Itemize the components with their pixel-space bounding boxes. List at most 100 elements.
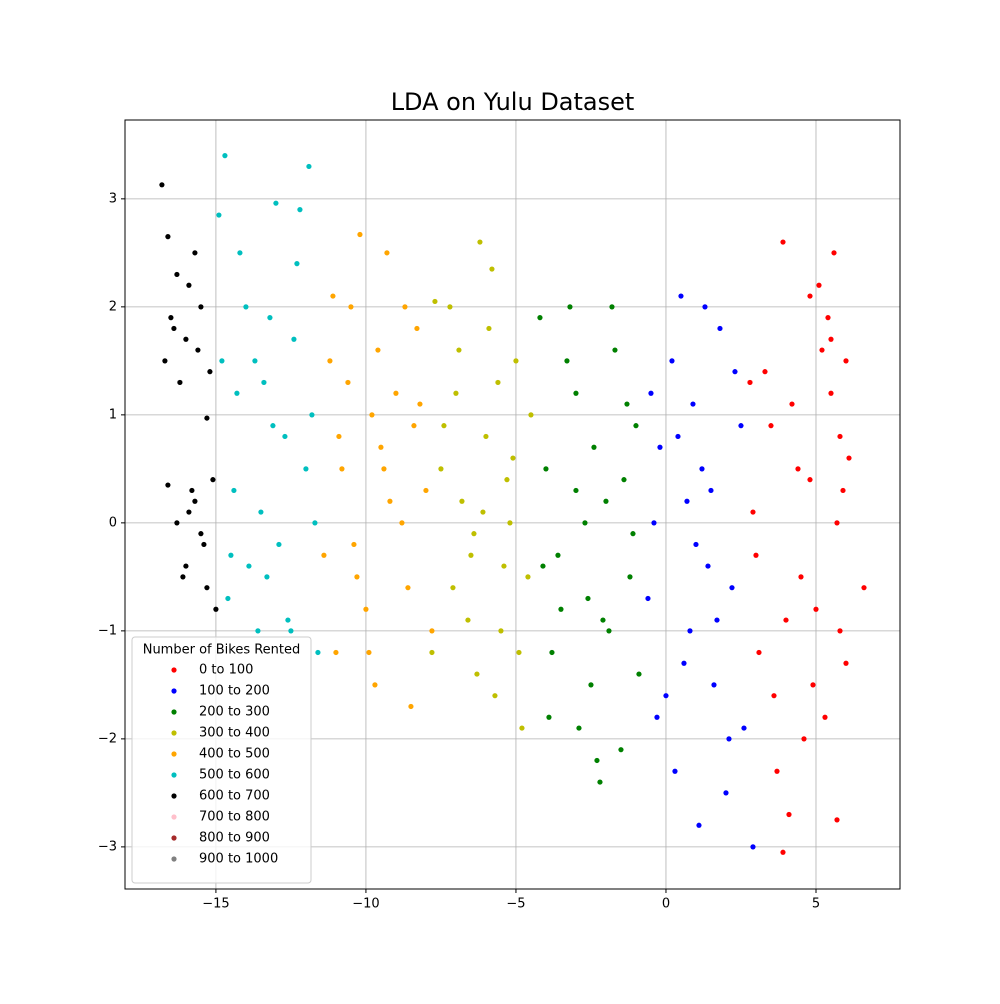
y-tick-label: −3 <box>98 839 117 854</box>
point <box>675 433 681 440</box>
point <box>417 401 423 407</box>
point <box>549 649 555 656</box>
point <box>195 347 201 353</box>
point <box>177 379 183 386</box>
point <box>282 433 288 440</box>
point <box>657 444 663 450</box>
point <box>726 736 732 742</box>
x-tick-label: 5 <box>812 897 820 912</box>
point <box>783 617 789 623</box>
point <box>330 293 336 299</box>
point <box>732 369 738 375</box>
legend-box <box>131 636 312 884</box>
point <box>303 466 309 472</box>
point <box>837 628 843 634</box>
point <box>216 212 222 218</box>
point <box>843 660 849 666</box>
point <box>159 182 165 188</box>
point <box>486 325 492 332</box>
point <box>387 498 393 504</box>
point <box>510 455 516 461</box>
point <box>741 725 747 731</box>
point <box>810 682 816 688</box>
point <box>429 649 435 656</box>
point <box>273 200 279 206</box>
point <box>813 606 819 612</box>
point <box>798 574 804 580</box>
point <box>201 541 207 548</box>
point <box>567 304 573 310</box>
point <box>825 315 831 321</box>
point <box>192 250 198 256</box>
point <box>204 585 210 591</box>
point <box>465 617 471 623</box>
point <box>546 714 552 720</box>
legend-marker <box>171 856 177 862</box>
legend-marker <box>171 688 177 694</box>
point <box>690 401 696 407</box>
point <box>786 811 792 818</box>
point <box>186 509 192 515</box>
point <box>669 358 675 364</box>
point <box>471 531 477 537</box>
point <box>588 682 594 688</box>
point <box>366 649 372 656</box>
point <box>768 423 774 429</box>
point <box>234 390 240 396</box>
point <box>702 304 708 310</box>
point <box>699 466 705 472</box>
point <box>504 477 510 483</box>
point <box>729 585 735 591</box>
x-tick-label: −5 <box>506 897 525 912</box>
point <box>816 282 822 288</box>
point <box>381 466 387 472</box>
point <box>834 520 840 526</box>
point <box>480 509 486 515</box>
point <box>789 401 795 407</box>
point <box>774 768 780 774</box>
point <box>213 606 219 612</box>
point <box>801 736 807 742</box>
x-tick-label: 0 <box>662 897 670 912</box>
legend-label: 700 to 800 <box>199 810 270 825</box>
point <box>198 304 204 310</box>
point <box>603 498 609 504</box>
point <box>174 520 180 526</box>
point <box>558 606 564 612</box>
point <box>276 541 282 548</box>
legend-marker <box>171 814 177 820</box>
point <box>507 520 513 526</box>
point <box>846 455 852 461</box>
point <box>564 358 570 364</box>
point <box>243 304 249 310</box>
legend-marker <box>171 835 177 841</box>
point <box>723 790 729 796</box>
legend-label: 200 to 300 <box>199 705 270 720</box>
point <box>600 617 606 623</box>
point <box>711 682 717 688</box>
point <box>543 466 549 472</box>
point <box>348 304 354 310</box>
point <box>237 250 243 256</box>
point <box>597 779 603 785</box>
point <box>525 574 531 580</box>
point <box>612 347 618 353</box>
point <box>165 234 171 240</box>
point <box>399 520 405 526</box>
point <box>192 498 198 504</box>
point <box>771 693 777 699</box>
legend-marker <box>171 772 177 778</box>
point <box>447 304 453 310</box>
point <box>429 628 435 634</box>
point <box>705 563 711 569</box>
point <box>633 423 639 429</box>
point <box>573 390 579 396</box>
point <box>207 369 213 375</box>
point <box>219 358 225 364</box>
point <box>231 487 237 494</box>
point <box>162 358 168 364</box>
point <box>537 315 543 321</box>
point <box>762 369 768 375</box>
point <box>648 390 654 396</box>
point <box>183 563 189 569</box>
